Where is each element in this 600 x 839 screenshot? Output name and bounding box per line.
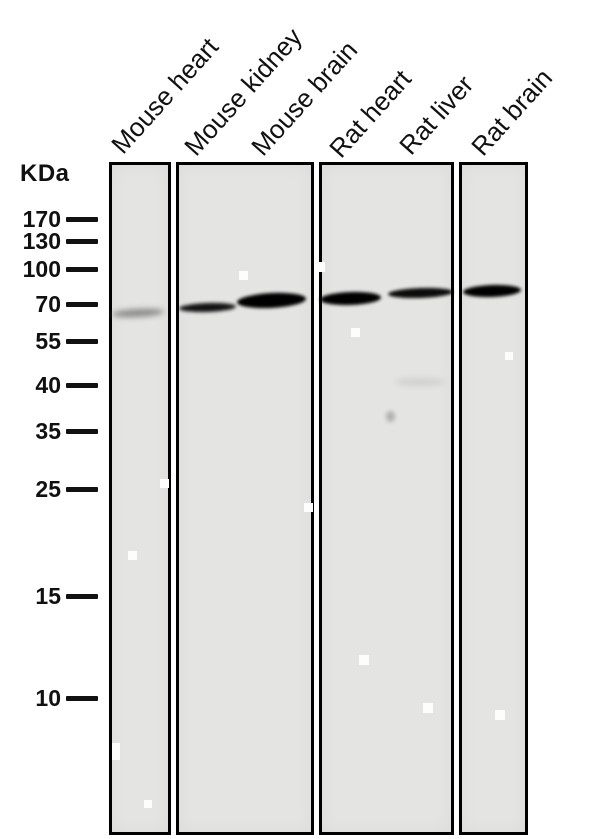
tick-mark-icon (66, 266, 98, 272)
ladder-marker-label: 130 (22, 227, 61, 254)
ladder-marker-label: 100 (22, 255, 61, 282)
tick-mark-icon (66, 338, 98, 344)
dust-speck (495, 710, 505, 720)
ladder-marker-label: 25 (35, 475, 61, 502)
tick-mark-icon (66, 486, 98, 492)
tick-mark-icon (66, 695, 98, 701)
ladder-marker: 10 (0, 685, 98, 711)
ladder-marker: 15 (0, 583, 98, 609)
ladder-marker-label: 70 (35, 290, 61, 317)
dust-speck (112, 743, 120, 760)
ladder-marker: 40 (0, 372, 98, 398)
kda-unit-label: KDa (20, 160, 70, 187)
ladder-marker: 130 (0, 228, 98, 254)
tick-mark-icon (66, 238, 98, 244)
ladder-marker-label: 15 (35, 582, 61, 609)
ladder-marker-label: 55 (35, 327, 61, 354)
tick-mark-icon (66, 301, 98, 307)
smudge-artifact (395, 378, 445, 386)
dust-speck (423, 703, 433, 713)
dust-speck (351, 328, 360, 337)
ladder-marker-label: 35 (35, 417, 61, 444)
ladder-marker: 70 (0, 291, 98, 317)
dust-speck (304, 503, 313, 512)
dust-speck (505, 352, 513, 360)
dust-speck (128, 551, 137, 560)
dust-speck (239, 271, 248, 280)
membrane-panel (176, 162, 314, 835)
membrane-panel (319, 162, 454, 835)
ladder-marker: 25 (0, 476, 98, 502)
ladder-marker: 100 (0, 256, 98, 282)
dust-speck (316, 262, 325, 272)
membrane-panel (109, 162, 171, 835)
ladder-marker: 170 (0, 206, 98, 232)
smudge-artifact (386, 411, 395, 422)
tick-mark-icon (66, 428, 98, 434)
ladder-marker-label: 10 (35, 684, 61, 711)
dust-speck (144, 800, 152, 808)
ladder-marker-label: 40 (35, 371, 61, 398)
dust-speck (160, 479, 169, 488)
lane-label: Rat brain (465, 62, 559, 162)
tick-mark-icon (66, 593, 98, 599)
membrane-panel (459, 162, 528, 835)
tick-mark-icon (66, 382, 98, 388)
ladder-marker: 35 (0, 418, 98, 444)
ladder-marker: 55 (0, 328, 98, 354)
ladder-marker-label: 170 (22, 205, 61, 232)
dust-speck (359, 655, 369, 665)
tick-mark-icon (66, 216, 98, 222)
